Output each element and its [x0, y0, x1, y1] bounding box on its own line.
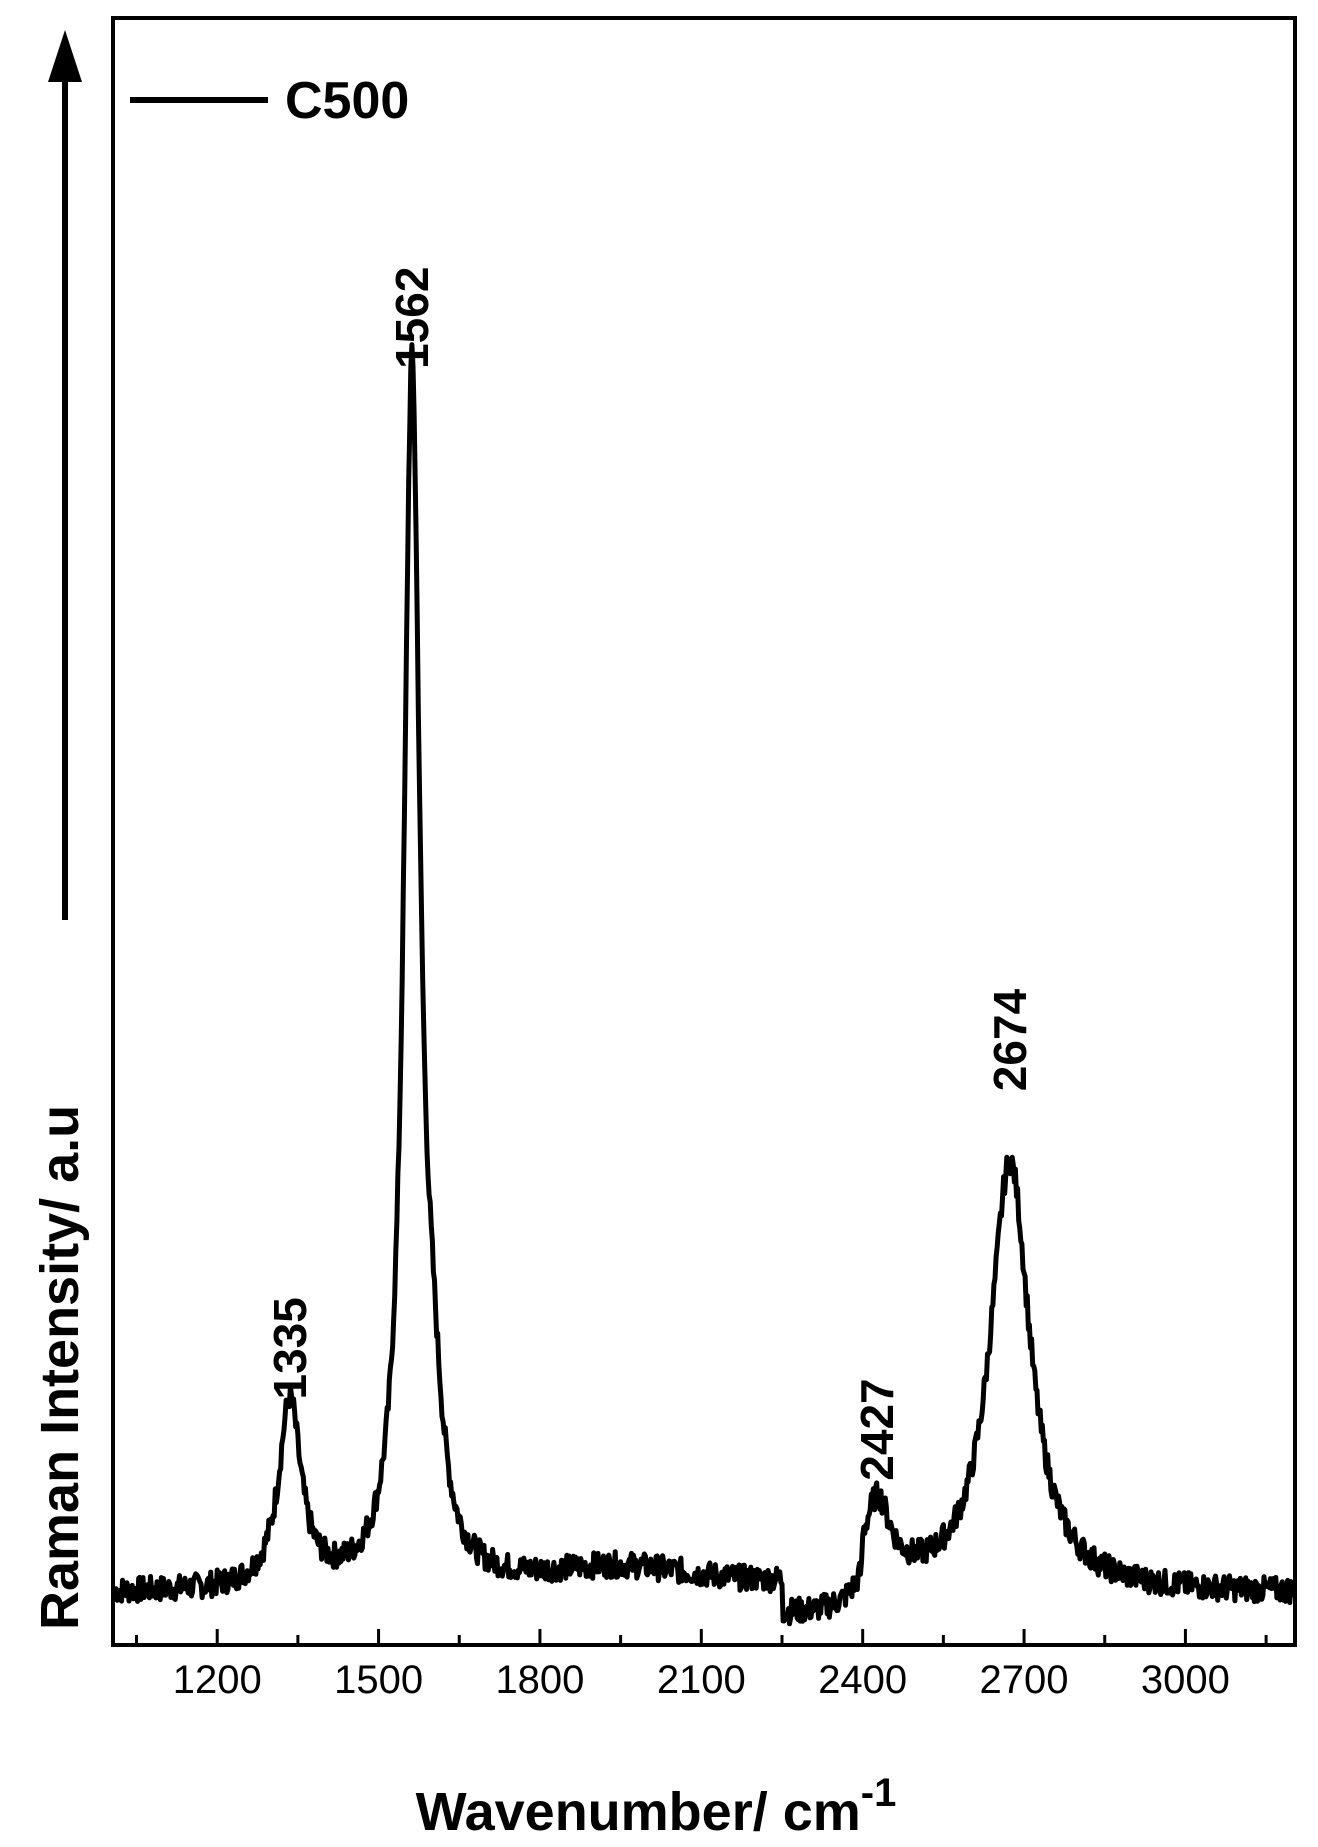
y-axis-arrow [48, 30, 82, 920]
x-tick-label: 1800 [495, 1658, 584, 1702]
x-tick-label: 2100 [657, 1658, 746, 1702]
x-axis-title-main: Wavenumber/ cm [416, 1782, 861, 1842]
x-tick-label: 2700 [980, 1658, 1069, 1702]
x-tick-label: 2400 [818, 1658, 907, 1702]
x-tick-label: 1500 [334, 1658, 423, 1702]
x-axis-title-superscript: -1 [861, 1771, 897, 1815]
x-axis-ticks: 1200 1500 1800 2100 2400 2700 3000 [135, 1629, 1268, 1702]
y-axis-title: Raman Intensity/ a.u [30, 1105, 90, 1630]
plot-area [112, 342, 1296, 1627]
plot-frame [111, 16, 1297, 1647]
x-axis-title: Wavenumber/ cm-1 [416, 1771, 897, 1842]
peak-label-1562: 1562 [386, 267, 438, 369]
legend-label-c500: C500 [285, 72, 409, 130]
peak-label-2674: 2674 [984, 988, 1036, 1091]
peak-annotations: 1335 1562 2427 2674 [264, 267, 1036, 1481]
peak-label-1335: 1335 [264, 1297, 316, 1399]
series-line-c500 [112, 342, 1296, 1627]
x-tick-label: 1200 [173, 1658, 262, 1702]
peak-label-2427: 2427 [851, 1378, 903, 1480]
x-tick-label: 3000 [1141, 1658, 1230, 1702]
legend: C500 [130, 72, 409, 130]
